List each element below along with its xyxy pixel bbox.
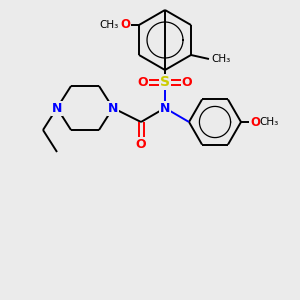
Text: CH₃: CH₃ bbox=[99, 20, 119, 30]
Text: CH₃: CH₃ bbox=[260, 117, 279, 127]
Text: S: S bbox=[160, 75, 170, 89]
Text: N: N bbox=[108, 101, 118, 115]
Text: O: O bbox=[136, 137, 146, 151]
Text: O: O bbox=[250, 116, 260, 128]
Text: O: O bbox=[120, 19, 130, 32]
Text: N: N bbox=[52, 101, 62, 115]
Text: O: O bbox=[182, 76, 192, 88]
Text: O: O bbox=[138, 76, 148, 88]
Text: CH₃: CH₃ bbox=[212, 54, 231, 64]
Text: N: N bbox=[160, 101, 170, 115]
